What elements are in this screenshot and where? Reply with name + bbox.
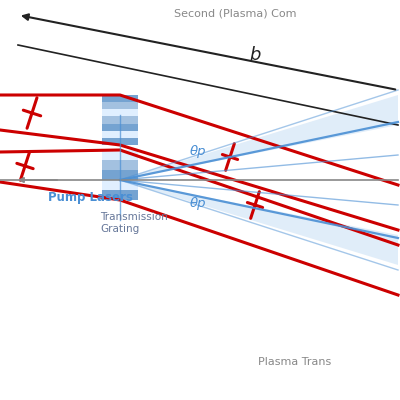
Text: θp: θp: [190, 198, 206, 210]
Text: Transmission
Grating: Transmission Grating: [100, 212, 168, 234]
Bar: [102, 138, 138, 145]
Bar: [102, 95, 138, 102]
Bar: [102, 131, 138, 138]
Text: b: b: [249, 46, 261, 64]
Text: Second (Plasma) Com: Second (Plasma) Com: [174, 8, 296, 18]
Bar: [102, 170, 138, 180]
Polygon shape: [120, 95, 398, 180]
Polygon shape: [120, 180, 398, 265]
Bar: [102, 124, 138, 131]
Text: θp: θp: [190, 146, 206, 158]
Text: Plasma Trans: Plasma Trans: [258, 357, 331, 367]
Bar: [102, 190, 138, 200]
Bar: [102, 150, 138, 160]
Bar: [102, 109, 138, 116]
Bar: [102, 102, 138, 109]
Text: Pump Lasers: Pump Lasers: [48, 190, 133, 204]
Bar: [102, 116, 138, 124]
Bar: [102, 180, 138, 190]
Bar: [102, 160, 138, 170]
